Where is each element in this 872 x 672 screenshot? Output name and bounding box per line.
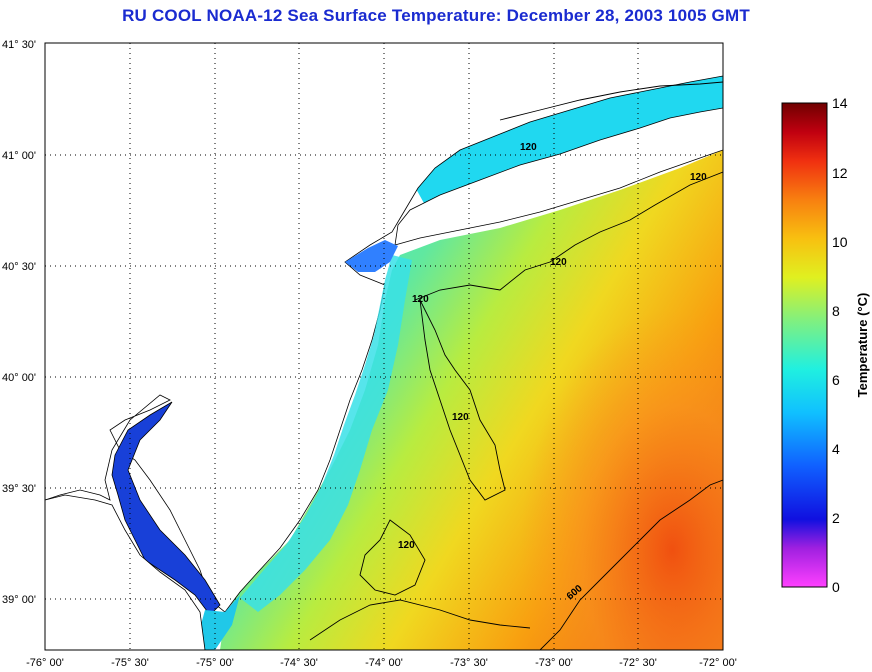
- bathymetry-contours: [309, 81, 723, 650]
- colorbar-ticks: 0 2 4 6 8 10 12 14: [832, 95, 848, 595]
- lon-label: -73° 00': [535, 657, 573, 669]
- colorbar-tick: 14: [832, 95, 848, 111]
- contour-label: 120: [550, 257, 567, 268]
- lat-label: 40° 00': [2, 372, 36, 384]
- nj-coastal-band: [240, 255, 412, 612]
- lat-label: 41° 30': [2, 39, 36, 51]
- colorbar-tick: 12: [832, 165, 848, 181]
- colorbar-tick: 4: [832, 441, 840, 457]
- colorbar-tick: 10: [832, 234, 848, 250]
- lon-label: -75° 00': [196, 657, 234, 669]
- longitude-labels: -76° 00' -75° 30' -75° 00' -74° 30' -74°…: [26, 657, 737, 669]
- lon-label: -76° 00': [26, 657, 64, 669]
- contour-label: 120: [452, 412, 469, 423]
- lat-label: 41° 00': [2, 150, 36, 162]
- lon-label: -73° 30': [450, 657, 488, 669]
- colorbar-tick: 8: [832, 303, 840, 319]
- lat-label: 39° 30': [2, 483, 36, 495]
- map-title: RU COOL NOAA-12 Sea Surface Temperature:…: [122, 6, 750, 25]
- contour-label: 120: [520, 142, 537, 153]
- contour-label: 120: [412, 294, 429, 305]
- latitude-labels: 41° 30' 41° 00' 40° 30' 40° 00' 39° 30' …: [2, 39, 36, 606]
- graticule: [45, 43, 723, 650]
- contour-label: 120: [690, 172, 707, 183]
- colorbar-title: Temperature (°C): [855, 293, 870, 398]
- delaware-shelf: [195, 595, 240, 650]
- warm-core: [470, 250, 723, 650]
- delmarva: [45, 494, 206, 650]
- mainland-north: [45, 43, 723, 613]
- ny-bight-patch: [345, 240, 398, 272]
- lon-label: -74° 30': [280, 657, 318, 669]
- lon-label: -75° 30': [111, 657, 149, 669]
- colorbar-tick: 0: [832, 579, 840, 595]
- lon-label: -72° 30': [619, 657, 657, 669]
- lat-label: 40° 30': [2, 261, 36, 273]
- contour-label: 120: [398, 540, 415, 551]
- delaware-bay: [111, 401, 221, 616]
- lon-label: -74° 00': [365, 657, 403, 669]
- lon-label: -72° 00': [699, 657, 737, 669]
- colorbar: [781, 102, 828, 588]
- colorbar-tick: 6: [832, 372, 840, 388]
- long-island-sound: [410, 72, 723, 205]
- lat-label: 39° 00': [2, 594, 36, 606]
- long-island: [394, 107, 723, 246]
- colorbar-tick: 2: [832, 510, 840, 526]
